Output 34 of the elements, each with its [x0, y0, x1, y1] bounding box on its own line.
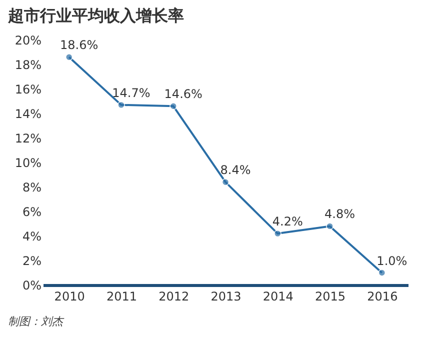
y-tick-label: 10%	[14, 156, 42, 170]
y-tick-label: 8%	[22, 180, 42, 194]
point	[378, 268, 386, 277]
point	[222, 178, 230, 186]
x-tick-label: 2010	[54, 290, 85, 304]
x-tick-label: 2015	[315, 290, 346, 304]
chart-title: 超市行业平均收入增长率	[7, 6, 184, 25]
y-tick-label: 18%	[14, 58, 42, 72]
y-tick-label: 6%	[22, 205, 42, 219]
y-tick-label: 0%	[22, 278, 42, 292]
x-tick-label: 2013	[210, 290, 242, 304]
y-tick-label: 4%	[22, 230, 42, 244]
point	[274, 230, 282, 238]
text: 制图：刘杰	[8, 315, 65, 328]
data-label: 14.7%	[112, 86, 150, 100]
data-label: 4.2%	[272, 214, 303, 229]
x-tick-label: 2014	[262, 290, 294, 304]
point	[65, 53, 73, 61]
x-tick-label: 2016	[367, 290, 398, 304]
data-label: 18.6%	[60, 38, 98, 52]
point	[117, 101, 126, 109]
y-tick-label: 2%	[22, 254, 42, 268]
x-tick-label: 2012	[158, 290, 190, 304]
y-tick-label: 14%	[14, 107, 42, 121]
y-tick-label: 20%	[14, 34, 42, 48]
point	[170, 102, 178, 110]
y-tick-label: 12%	[14, 132, 42, 146]
data-label: 1.0%	[376, 254, 408, 268]
y-tick-label: 16%	[14, 82, 42, 96]
data-label: 8.4%	[220, 163, 251, 178]
point	[326, 222, 334, 230]
x-tick-label: 2011	[106, 290, 137, 304]
data-label: 14.6%	[164, 87, 202, 102]
data-label: 4.8%	[324, 207, 356, 222]
